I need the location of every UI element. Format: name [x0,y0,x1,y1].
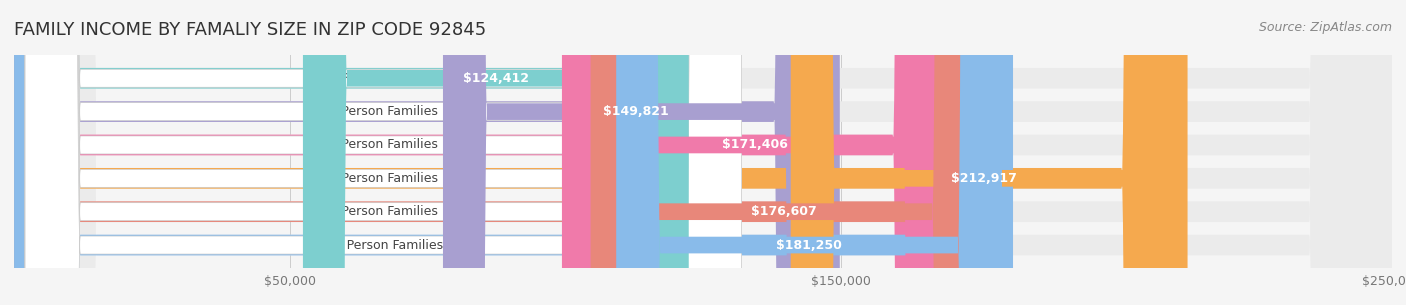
FancyBboxPatch shape [14,0,1392,305]
Text: $212,917: $212,917 [950,172,1017,185]
FancyBboxPatch shape [790,0,1177,305]
FancyBboxPatch shape [14,0,1012,305]
FancyBboxPatch shape [25,0,741,305]
FancyBboxPatch shape [14,0,839,305]
FancyBboxPatch shape [14,0,1392,305]
Text: 6-Person Families: 6-Person Families [329,205,437,218]
Text: $176,607: $176,607 [751,205,817,218]
Text: $149,821: $149,821 [603,105,669,118]
Text: 5-Person Families: 5-Person Families [329,172,437,185]
Text: 2-Person Families: 2-Person Families [329,72,437,85]
FancyBboxPatch shape [25,0,741,305]
FancyBboxPatch shape [25,0,741,305]
FancyBboxPatch shape [25,0,741,305]
FancyBboxPatch shape [14,0,1392,305]
Text: 4-Person Families: 4-Person Families [329,138,437,152]
FancyBboxPatch shape [14,0,1392,305]
FancyBboxPatch shape [14,0,959,305]
FancyBboxPatch shape [14,0,1392,305]
FancyBboxPatch shape [14,0,1188,305]
Text: FAMILY INCOME BY FAMALIY SIZE IN ZIP CODE 92845: FAMILY INCOME BY FAMALIY SIZE IN ZIP COD… [14,21,486,39]
Text: $171,406: $171,406 [721,138,787,152]
FancyBboxPatch shape [302,0,689,305]
FancyBboxPatch shape [14,0,987,305]
FancyBboxPatch shape [14,0,1392,305]
FancyBboxPatch shape [14,0,700,305]
FancyBboxPatch shape [616,0,1002,305]
Text: 3-Person Families: 3-Person Families [329,105,437,118]
Text: Source: ZipAtlas.com: Source: ZipAtlas.com [1258,21,1392,34]
FancyBboxPatch shape [443,0,828,305]
FancyBboxPatch shape [25,0,741,305]
Text: $124,412: $124,412 [463,72,529,85]
FancyBboxPatch shape [591,0,976,305]
Text: $181,250: $181,250 [776,239,842,252]
Text: 7+ Person Families: 7+ Person Families [323,239,443,252]
FancyBboxPatch shape [562,0,948,305]
FancyBboxPatch shape [25,0,741,305]
